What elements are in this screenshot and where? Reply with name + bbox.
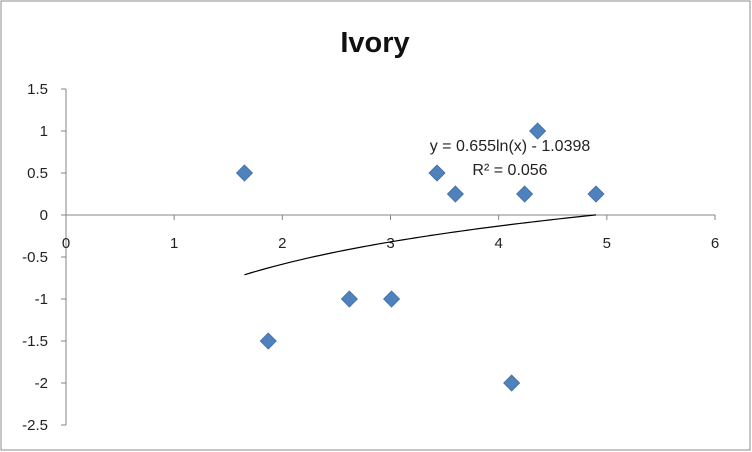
x-tick-label: 3	[386, 235, 394, 252]
trendline-r-squared: R² = 0.056	[472, 162, 547, 179]
axes: 1.5 1 0.5 0 -0.5 -1 -1.5 -2 -2.5 0 1 2 3 4 5 6	[22, 81, 719, 434]
x-tick-label: 6	[711, 235, 719, 252]
data-point	[235, 164, 254, 182]
data-point	[259, 332, 277, 350]
y-tick-label: -1.5	[22, 333, 48, 350]
data-point	[383, 290, 401, 308]
y-tick-label: 1	[40, 123, 48, 140]
data-point	[340, 290, 358, 308]
chart-title: Ivory	[340, 27, 409, 59]
y-tick-label: -0.5	[22, 249, 48, 266]
x-tick-label: 1	[170, 235, 178, 252]
trendline-curve	[244, 214, 597, 276]
y-tick-label: -1	[35, 291, 48, 308]
data-point	[587, 185, 605, 203]
x-tick-label: 2	[278, 235, 286, 252]
data-points	[235, 122, 605, 392]
y-tick-label: 0.5	[27, 165, 48, 182]
x-tick-label: 0	[62, 235, 70, 252]
x-tick-label: 5	[603, 235, 611, 252]
data-point	[446, 185, 464, 203]
data-point	[503, 374, 521, 392]
y-tick-label: -2	[35, 375, 48, 392]
data-point	[529, 122, 547, 140]
data-point	[428, 164, 446, 182]
data-point	[516, 185, 534, 203]
y-tick-label: 1.5	[27, 81, 48, 98]
x-tick-label: 4	[494, 235, 502, 252]
trendline-layer	[244, 214, 597, 276]
y-tick-label: 0	[40, 207, 48, 224]
y-tick-label: -2.5	[22, 417, 48, 434]
trendline-equation: y = 0.655ln(x) - 1.0398	[430, 138, 591, 155]
